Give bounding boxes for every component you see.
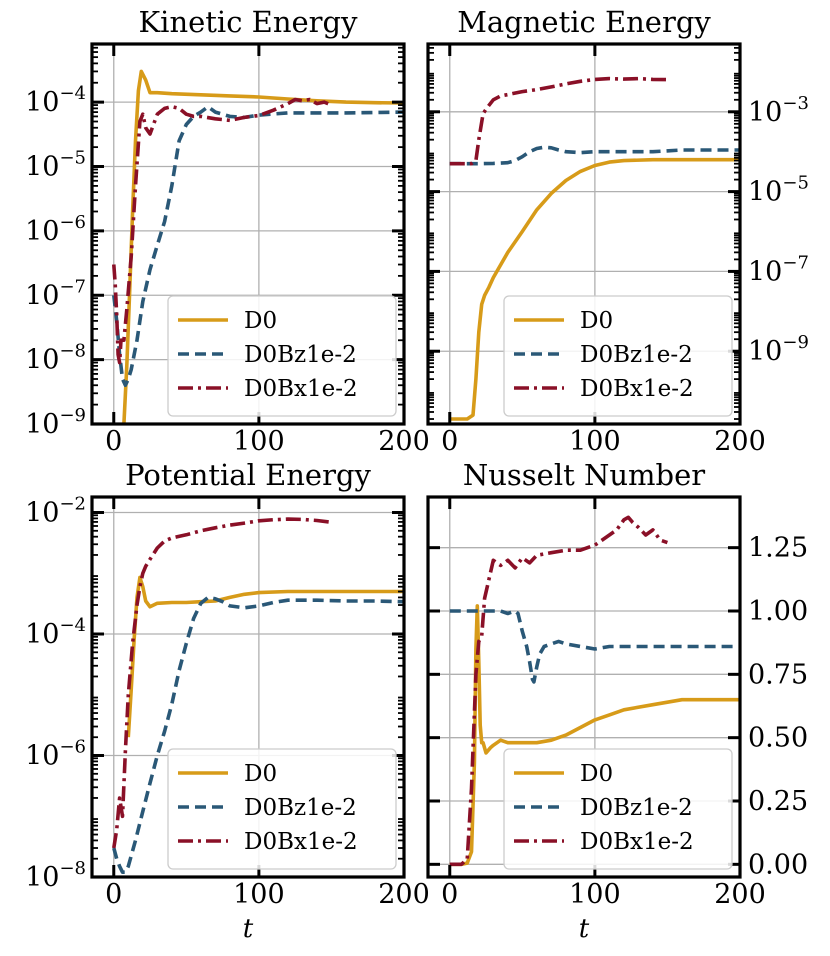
plot-frame [90, 42, 406, 426]
panel-magnetic-energy: Magnetic Energy 10−3 10−5 10−7 10−9 0 100 200 D0… [426, 5, 809, 457]
y-tick-label: 10−4 [25, 615, 86, 650]
legend-label-d0: D0 [580, 761, 613, 787]
y-tick-label: 10−2 [25, 494, 86, 529]
y-tick-label: 10−5 [748, 173, 809, 208]
panel-title: Potential Energy [125, 458, 371, 492]
y-tick-label: 10−6 [25, 737, 86, 772]
panel-kinetic-energy: Kinetic Energy 10−4 10−5 10−6 10−7 10−8 10−9 0 1… [25, 5, 430, 457]
x-tick-label: 200 [714, 426, 766, 457]
y-tick-label: 1.00 [748, 596, 808, 627]
series-line-d0bx1e-2 [112, 97, 333, 365]
x-tick-label: 100 [233, 879, 285, 910]
legend: D0 D0Bz1e-2 D0Bx1e-2 [167, 748, 397, 870]
series-line-d0bx1e-2 [112, 517, 332, 849]
panel-potential-energy: Potential Energy 10−2 10−4 10−6 10−8 0 100 200 t… [25, 458, 430, 944]
legend-box [503, 748, 733, 870]
x-tick-label: 0 [105, 879, 122, 910]
x-tick-label: 0 [441, 879, 458, 910]
legend: D0 D0Bz1e-2 D0Bx1e-2 [167, 295, 397, 417]
series-line-d0bx1e-2 [449, 515, 668, 867]
y-tick-label: 10−7 [25, 276, 86, 311]
plot-frame [426, 42, 742, 426]
x-tick-label: 100 [569, 879, 621, 910]
x-tick-label: 100 [569, 426, 621, 457]
legend-label-d0bz1e-2: D0Bz1e-2 [580, 795, 693, 821]
y-tick-label: 0.00 [748, 849, 808, 880]
x-tick-label: 200 [378, 879, 430, 910]
series-line-d0bx1e-2 [449, 76, 668, 166]
y-tick-label: 10−8 [25, 341, 86, 376]
y-tick-label: 10−9 [25, 405, 86, 440]
legend-box [167, 295, 397, 417]
legend-label-d0: D0 [244, 308, 277, 334]
y-tick-label: 0.75 [748, 659, 808, 690]
series-line-d0bz1e-2 [112, 595, 404, 874]
series-line-d0bz1e-2 [449, 145, 740, 166]
x-tick-label: 0 [441, 426, 458, 457]
legend-label-d0bx1e-2: D0Bx1e-2 [244, 376, 358, 402]
legend-label-d0: D0 [580, 308, 613, 334]
legend-label-d0bz1e-2: D0Bz1e-2 [580, 342, 693, 368]
legend: D0 D0Bz1e-2 D0Bx1e-2 [503, 748, 733, 870]
panel-title: Kinetic Energy [139, 5, 359, 39]
legend-label-d0bz1e-2: D0Bz1e-2 [244, 342, 357, 368]
y-tick-label: 10−4 [25, 83, 86, 118]
y-tick-label: 0.25 [748, 786, 808, 817]
legend-label-d0: D0 [244, 761, 277, 787]
y-tick-label: 10−9 [748, 332, 809, 367]
y-tick-label: 10−5 [25, 148, 86, 183]
x-tick-label: 100 [233, 426, 285, 457]
legend-label-d0bx1e-2: D0Bx1e-2 [580, 376, 694, 402]
y-tick-label: 10−6 [25, 212, 86, 247]
legend: D0 D0Bz1e-2 D0Bx1e-2 [503, 295, 733, 417]
panel-title: Magnetic Energy [457, 5, 711, 39]
y-tick-label: 1.25 [748, 533, 808, 564]
legend-label-d0bx1e-2: D0Bx1e-2 [580, 829, 694, 855]
series-line-d0 [449, 157, 740, 421]
y-tick-label: 10−3 [748, 93, 809, 128]
x-axis-label: t [579, 914, 590, 944]
legend-label-d0bz1e-2: D0Bz1e-2 [244, 795, 357, 821]
x-tick-label: 200 [714, 879, 766, 910]
plot-frame [426, 495, 742, 879]
legend-box [167, 748, 397, 870]
x-tick-label: 0 [105, 426, 122, 457]
x-axis-label: t [243, 914, 254, 944]
x-tick-label: 200 [378, 426, 430, 457]
y-tick-label: 0.50 [748, 723, 808, 754]
y-tick-label: 10−8 [25, 858, 86, 893]
legend-label-d0bx1e-2: D0Bx1e-2 [244, 829, 358, 855]
panel-title: Nusselt Number [463, 458, 705, 492]
plot-frame [90, 495, 406, 879]
panel-nusselt-number: Nusselt Number 0.00 0.25 0.50 0.75 1.00 1.25 0 1… [426, 458, 808, 944]
series-line-d0bz1e-2 [112, 104, 404, 387]
y-tick-label: 10−7 [748, 252, 809, 287]
legend-box [503, 295, 733, 417]
